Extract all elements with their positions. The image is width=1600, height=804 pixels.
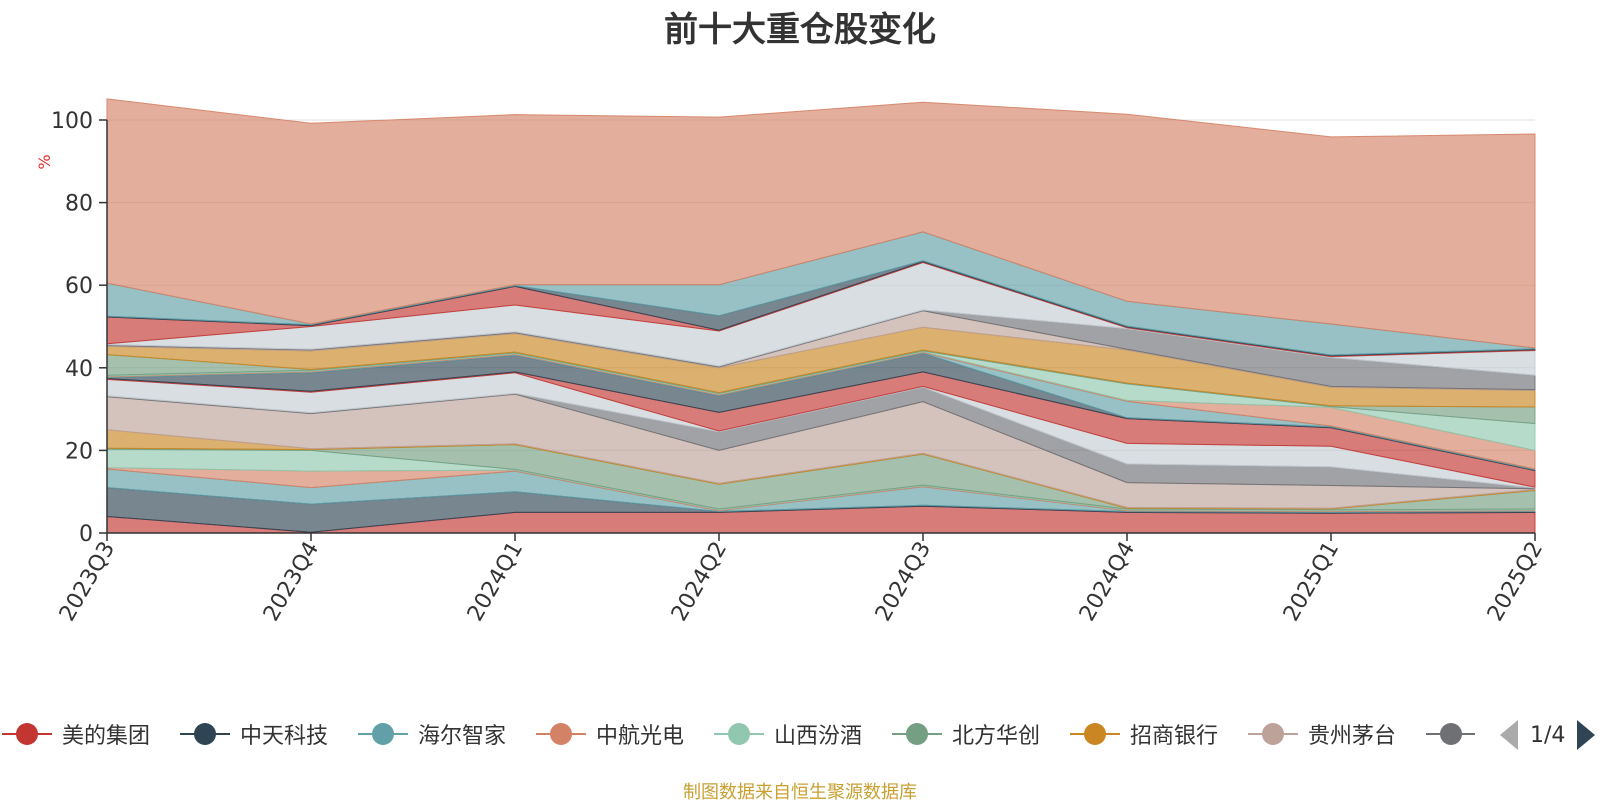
x-tick-label: 2023Q3 xyxy=(55,538,120,626)
legend-item[interactable]: 中天科技 xyxy=(180,716,328,752)
legend-label: 山西汾酒 xyxy=(774,724,863,749)
legend-label: 美的集团 xyxy=(62,724,151,749)
legend-marker xyxy=(536,722,586,746)
legend-label: 海尔智家 xyxy=(418,724,507,749)
legend-item[interactable]: 招商银行 xyxy=(1070,716,1218,752)
series-area-23[interactable] xyxy=(106,98,1536,349)
legend-item[interactable]: 山西汾酒 xyxy=(714,716,862,752)
legend-marker xyxy=(358,722,408,746)
legend-marker xyxy=(2,722,52,746)
chart-title: 前十大重仓股变化 xyxy=(664,10,936,50)
y-tick-label: 60 xyxy=(65,274,93,299)
x-tick-label: 2024Q1 xyxy=(463,538,528,626)
x-tick-label: 2024Q4 xyxy=(1075,538,1140,626)
y-axis-label: % xyxy=(35,154,54,169)
data-source-note: 制图数据来自恒生聚源数据库 xyxy=(683,782,917,803)
legend-item[interactable]: 中航光电 xyxy=(536,716,684,752)
legend-marker xyxy=(1426,722,1475,746)
legend-label: 中天科技 xyxy=(240,724,329,749)
legend-label: 招商银行 xyxy=(1130,724,1219,749)
legend-next-page-button[interactable] xyxy=(1577,720,1596,750)
legend-item[interactable]: 恒瑞医药 xyxy=(1426,716,1475,752)
stacked-area-chart: 0 20 40 60 80 100 2023Q3 2023Q4 2024Q1 2024Q2 2024… xyxy=(35,98,1548,626)
y-tick-label: 40 xyxy=(65,357,93,382)
series-areas xyxy=(106,98,1536,534)
legend-marker xyxy=(180,722,230,746)
legend-marker xyxy=(892,722,942,746)
x-tick-label: 2025Q1 xyxy=(1279,538,1344,626)
y-tick-label: 80 xyxy=(65,192,93,217)
legend-label: 北方华创 xyxy=(952,724,1041,749)
legend-label: 贵州茅台 xyxy=(1308,724,1397,749)
legend-marker xyxy=(714,722,764,746)
legend-item[interactable]: 北方华创 xyxy=(892,716,1040,752)
y-tick-label: 0 xyxy=(79,522,93,547)
legend: 美的集团 中天科技 海尔智家 中航光电 山西汾酒 北方华创 招商银行 贵州茅台 恒瑞医药 xyxy=(0,716,1600,752)
legend-marker xyxy=(1248,722,1298,746)
x-tick-label: 2023Q4 xyxy=(259,538,324,626)
x-tick-label: 2024Q3 xyxy=(871,538,936,626)
y-tick-label: 100 xyxy=(51,109,93,134)
y-tick-label: 20 xyxy=(65,439,93,464)
legend-item[interactable]: 贵州茅台 xyxy=(1248,716,1396,752)
x-tick-label: 2025Q2 xyxy=(1483,538,1548,626)
legend-pager: 1/4 xyxy=(1500,718,1596,752)
legend-page-indicator: 1/4 xyxy=(1530,722,1566,748)
legend-label: 中航光电 xyxy=(596,724,685,749)
legend-viewport: 美的集团 中天科技 海尔智家 中航光电 山西汾酒 北方华创 招商银行 贵州茅台 恒瑞医药 xyxy=(0,716,1475,752)
legend-item[interactable]: 美的集团 xyxy=(2,716,150,752)
x-tick-label: 2024Q2 xyxy=(667,538,732,626)
legend-prev-page-button[interactable] xyxy=(1500,720,1518,750)
legend-item[interactable]: 海尔智家 xyxy=(358,716,506,752)
legend-marker xyxy=(1070,722,1120,746)
